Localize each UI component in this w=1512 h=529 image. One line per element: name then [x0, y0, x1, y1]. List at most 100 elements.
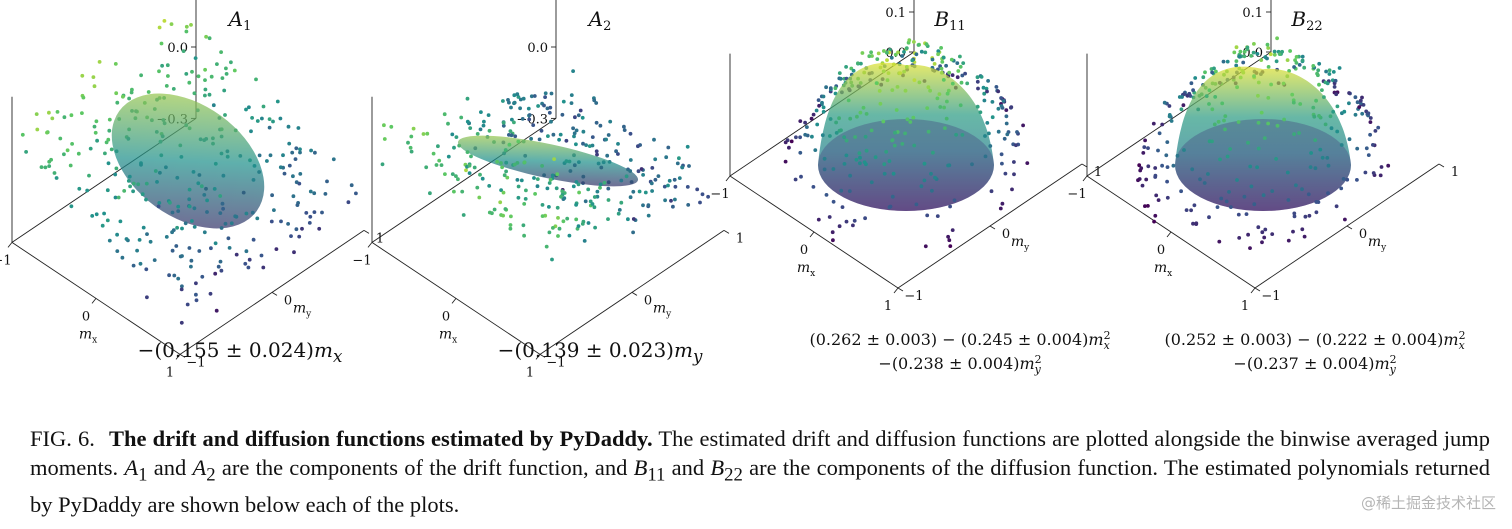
data-point [672, 177, 677, 182]
data-point [234, 252, 239, 257]
z-tick-label: 0.0 [167, 41, 188, 56]
data-point [816, 98, 821, 102]
data-point [62, 115, 67, 120]
data-point [628, 131, 633, 136]
data-point [522, 202, 527, 206]
data-point [175, 175, 180, 180]
data-point [965, 81, 970, 86]
data-point [653, 177, 658, 182]
data-point [194, 281, 198, 286]
data-point [956, 69, 961, 73]
data-point [1281, 81, 1286, 86]
data-point [205, 210, 209, 214]
data-point [803, 132, 808, 137]
data-point [129, 90, 134, 95]
data-point [1000, 161, 1004, 166]
data-point [504, 160, 509, 165]
data-point [87, 173, 91, 178]
data-point [1242, 54, 1247, 59]
data-point [958, 103, 963, 108]
data-point [996, 106, 1001, 111]
data-point [1004, 121, 1009, 126]
data-point [1333, 78, 1338, 83]
data-point [833, 86, 838, 91]
data-point [106, 161, 111, 166]
data-point [975, 79, 980, 84]
data-point [1320, 88, 1324, 92]
data-point [184, 72, 189, 76]
data-point [789, 139, 794, 144]
data-point [539, 128, 544, 133]
data-point [1218, 157, 1222, 162]
data-point [503, 207, 508, 211]
data-point [656, 174, 661, 179]
data-point [831, 199, 836, 204]
data-point [126, 179, 131, 183]
data-point [1204, 94, 1209, 98]
data-point [1143, 138, 1147, 143]
data-point [975, 104, 980, 109]
data-point [191, 170, 196, 174]
data-point [1146, 164, 1151, 169]
data-point [855, 114, 859, 119]
data-point [1353, 95, 1358, 100]
data-point [996, 89, 1001, 94]
data-point [1297, 131, 1301, 135]
data-point [304, 211, 309, 215]
data-point [159, 41, 164, 46]
data-point [551, 132, 556, 137]
data-point [986, 79, 990, 83]
data-point [1327, 72, 1332, 76]
data-point [842, 135, 847, 140]
data-point [574, 217, 579, 222]
data-point [532, 176, 536, 180]
data-point [1251, 50, 1256, 55]
data-point [849, 66, 854, 71]
data-point [170, 248, 175, 253]
data-point [58, 136, 63, 141]
data-point [677, 156, 681, 161]
data-point [882, 49, 886, 53]
caption-text: are the components of the drift function… [215, 455, 634, 480]
data-point [1212, 122, 1217, 127]
data-point [1294, 183, 1298, 188]
data-point [307, 221, 312, 225]
data-point [274, 247, 279, 252]
data-point [1156, 198, 1161, 203]
data-point [545, 186, 550, 191]
data-point [1260, 240, 1264, 245]
data-point [501, 190, 506, 195]
data-point [955, 61, 960, 65]
data-point [300, 226, 304, 231]
data-point [1331, 70, 1336, 74]
data-point [1306, 192, 1311, 197]
data-point [1222, 118, 1226, 123]
data-point [794, 135, 798, 140]
formula-line: (0.252 ± 0.003) − (0.222 ± 0.004)m 2 x [1164, 329, 1466, 352]
x-tick-label: −1 [0, 253, 12, 268]
data-point [346, 200, 351, 205]
data-point [165, 63, 170, 68]
data-point [987, 131, 991, 136]
data-point [127, 96, 131, 101]
data-point [598, 182, 603, 187]
data-point [869, 50, 873, 55]
data-point [259, 253, 264, 258]
data-point [863, 216, 867, 221]
data-point [389, 124, 394, 129]
data-point [671, 204, 675, 209]
data-point [1342, 109, 1347, 114]
data-point [828, 134, 832, 138]
data-point [1004, 114, 1009, 119]
data-point [565, 216, 570, 221]
data-point [500, 165, 504, 170]
data-point [1203, 70, 1207, 75]
data-point [1252, 74, 1256, 79]
data-point [223, 113, 227, 117]
data-point [135, 248, 140, 253]
data-point [1221, 59, 1226, 64]
data-point [673, 184, 678, 189]
data-point [943, 126, 947, 130]
data-point [443, 172, 447, 177]
data-point [559, 194, 563, 199]
